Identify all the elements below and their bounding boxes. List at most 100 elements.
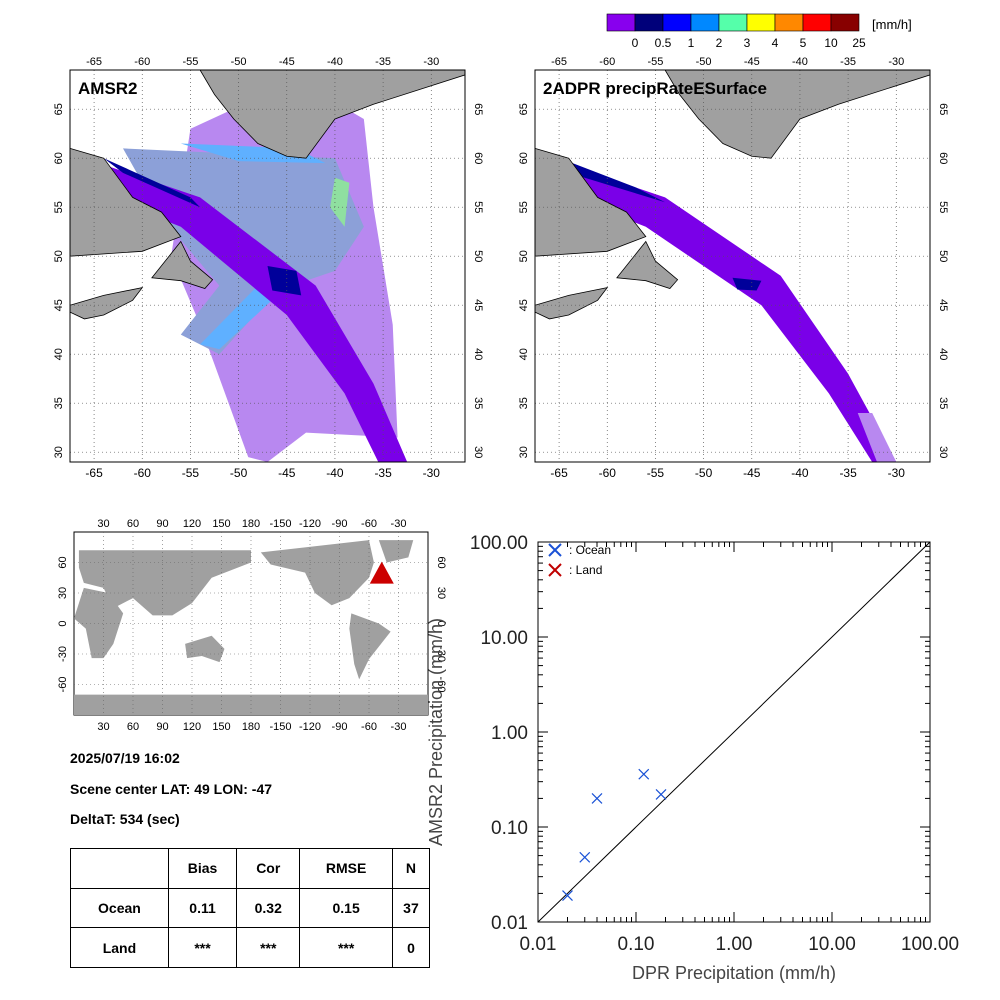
map-lat-tick-left: 35 (518, 397, 530, 409)
map-lon-tick-bottom: -45 (743, 466, 761, 480)
map-lat-tick-left: 40 (518, 348, 530, 360)
stats-header-bias: Bias (167, 848, 238, 889)
map-lon-tick-top: -65 (551, 56, 567, 68)
stats-cell: *** (167, 927, 238, 968)
world-lon-tick-top: 30 (97, 518, 109, 530)
map-lat-tick-left: 55 (53, 201, 65, 213)
scene-datetime: 2025/07/19 16:02 (70, 750, 180, 766)
africa-land (74, 587, 124, 659)
map-lon-tick-bottom: -60 (599, 466, 617, 480)
x-axis-label: DPR Precipitation (mm/h) (632, 963, 836, 983)
map-lat-tick-left: 55 (518, 201, 530, 213)
world-lon-tick-top: 120 (183, 518, 201, 530)
world-lat-tick-left: 60 (57, 556, 69, 568)
map-lat-tick-right: 50 (937, 250, 949, 262)
colorbar-swatch (718, 13, 748, 32)
scatter-point (638, 768, 650, 780)
map-lat-tick-right: 60 (472, 152, 484, 164)
map-lon-tick-bottom: -35 (839, 466, 857, 480)
world-lon-tick-top: 90 (156, 518, 168, 530)
map-lon-tick-bottom: -55 (647, 466, 665, 480)
colorbar-swatch (774, 13, 804, 32)
map-lat-tick-left: 60 (53, 152, 65, 164)
scatter-ticks (537, 542, 930, 923)
x-tick-label: 1.00 (716, 934, 753, 955)
world-lon-tick-top: 150 (212, 518, 230, 530)
x-tick-label: 10.00 (808, 934, 856, 955)
map-lon-tick-bottom: -50 (695, 466, 713, 480)
map-lon-tick-bottom: -60 (134, 466, 152, 480)
stats-header-rmse: RMSE (299, 848, 393, 889)
world-lon-tick-top: -60 (361, 518, 377, 530)
world-gridlines (74, 532, 428, 715)
map-lat-tick-left: 30 (53, 446, 65, 458)
world-lat-tick-left: 30 (57, 587, 69, 599)
colorbar-tick-labels: 0 0.5 1 2 3 4 5 10 25 (632, 36, 866, 50)
map-lon-tick-top: -40 (792, 56, 808, 68)
world-lon-tick-top: -30 (391, 518, 407, 530)
map-lat-tick-left: 50 (53, 250, 65, 262)
legend-label: : Ocean (569, 543, 611, 557)
world-lon-tick-bottom: 60 (127, 721, 139, 733)
world-lon-tick-bottom: 120 (183, 721, 201, 733)
dpr-light-edge (857, 413, 897, 462)
map-lon-tick-top: -30 (888, 56, 904, 68)
map-lat-tick-left: 40 (53, 348, 65, 360)
map-lon-tick-top: -55 (647, 56, 663, 68)
map-lon-tick-top: -35 (375, 56, 391, 68)
world-lon-tick-bottom: 90 (156, 721, 168, 733)
x-tick-label: 0.10 (618, 934, 655, 955)
map-lon-tick-bottom: -40 (326, 466, 344, 480)
stats-header-cor: Cor (236, 848, 301, 889)
colorbar-tick-label: 0 (632, 36, 639, 50)
swath-light-blue-south (200, 285, 278, 350)
colorbar-unit-label: [mm/h] (872, 17, 912, 32)
stats-table: Bias Cor RMSE N Ocean 0.11 0.32 0.15 37 … (70, 848, 431, 968)
world-lon-tick-bottom: 30 (97, 721, 109, 733)
world-lon-tick-bottom: 180 (242, 721, 260, 733)
world-lon-tick-bottom: -120 (299, 721, 321, 733)
world-lon-tick-bottom: -150 (269, 721, 291, 733)
stats-header-blank (70, 848, 169, 889)
legend-marker (548, 543, 562, 557)
map-lon-tick-top: -60 (134, 56, 150, 68)
stats-header-row: Bias Cor RMSE N (70, 848, 431, 889)
map-lon-tick-top: -30 (423, 56, 439, 68)
y-axis-label: AMSR2 Precipitation (mm/h) (426, 618, 446, 846)
colorbar-swatch (690, 13, 720, 32)
dpr-dark-blue-cell (732, 277, 762, 291)
map-lon-tick-top: -45 (744, 56, 760, 68)
map-lat-tick-right: 35 (937, 397, 949, 409)
newfoundland-land (151, 240, 214, 290)
map-lat-tick-right: 40 (937, 348, 949, 360)
legend-marker (548, 563, 562, 577)
map-lon-tick-bottom: -35 (374, 466, 392, 480)
world-lat-tick-right: -30 (435, 646, 447, 662)
map-lon-tick-top: -35 (840, 56, 856, 68)
one-to-one-line (537, 541, 931, 923)
colorbar-tick-label: 1 (688, 36, 695, 50)
world-lat-tick-right: 0 (435, 620, 447, 626)
map-panel-title: 2ADPR precipRateESurface (543, 79, 767, 98)
world-lon-tick-top: -120 (299, 518, 321, 530)
map-frame (69, 69, 466, 463)
map-lat-tick-right: 55 (472, 201, 484, 213)
y-tick-label: 0.10 (491, 818, 528, 839)
map-lon-tick-top: -65 (86, 56, 102, 68)
nova-scotia-land (534, 286, 609, 320)
colorbar-swatch (606, 13, 636, 32)
map-lon-tick-top: -60 (599, 56, 615, 68)
legend-label: : Land (569, 563, 602, 577)
stats-row-label: Ocean (70, 887, 169, 929)
north-america-land (260, 540, 374, 606)
world-lon-tick-top: 60 (127, 518, 139, 530)
map-lat-tick-left: 65 (518, 103, 530, 115)
x-tick-label: 0.01 (520, 934, 557, 955)
map-lat-tick-left: 60 (518, 152, 530, 164)
colorbar-tick-label: 2 (716, 36, 723, 50)
scatter-point (562, 890, 573, 901)
nova-scotia-land (69, 286, 144, 320)
colorbar-tick-label: 0.5 (655, 36, 672, 50)
map-lon-tick-top: -40 (327, 56, 343, 68)
stats-cell: 0.32 (236, 887, 301, 929)
